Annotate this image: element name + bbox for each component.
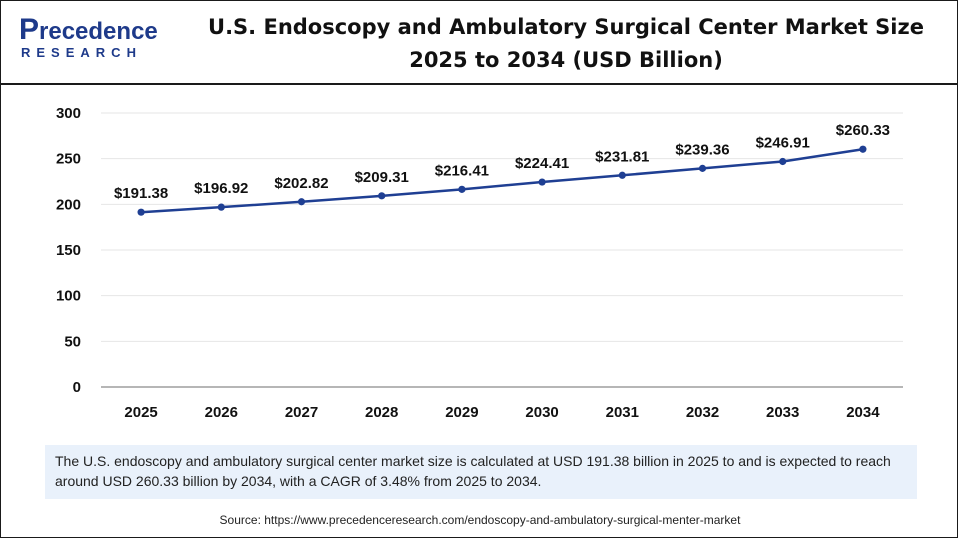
line-chart: 0 50 100 150 200 250 300 2025 2026 2027 2028 2029 20… xyxy=(56,105,903,421)
x-tick-label: 2031 xyxy=(606,404,639,421)
data-point xyxy=(859,145,867,153)
x-tick-label: 2028 xyxy=(365,404,398,421)
logo-name-rest: recedence xyxy=(39,18,158,45)
y-tick-label: 0 xyxy=(73,379,81,396)
data-label: $209.31 xyxy=(355,169,409,186)
x-tick-label: 2033 xyxy=(766,404,799,421)
source-citation: Source: https://www.precedenceresearch.c… xyxy=(219,513,741,527)
data-label: $224.41 xyxy=(515,155,569,172)
data-point xyxy=(137,208,145,216)
y-tick-label: 150 xyxy=(56,242,81,259)
header-divider xyxy=(1,83,957,85)
summary-note: The U.S. endoscopy and ambulatory surgic… xyxy=(45,445,917,499)
y-tick-label: 100 xyxy=(56,288,81,305)
data-label: $239.36 xyxy=(675,141,729,158)
logo-initial: P xyxy=(19,13,40,46)
data-label: $202.82 xyxy=(274,175,328,192)
data-point xyxy=(297,198,306,206)
x-tick-label: 2026 xyxy=(205,404,238,421)
data-label: $191.38 xyxy=(114,185,168,202)
data-point xyxy=(779,157,787,166)
x-tick-label: 2027 xyxy=(285,404,318,421)
y-tick-label: 50 xyxy=(64,333,81,350)
data-label: $260.33 xyxy=(836,122,890,139)
data-point xyxy=(698,164,707,172)
data-labels: $191.38 $196.92 $202.82 $209.31 $216.41 $224.… xyxy=(114,122,890,202)
logo-tagline: RESEARCH xyxy=(21,45,142,60)
gridlines xyxy=(101,112,903,342)
chart-title: U.S. Endoscopy and Ambulatory Surgical C… xyxy=(191,11,941,77)
axes: 0 50 100 150 200 250 300 2025 2026 2027 2028 2029 20… xyxy=(56,105,903,421)
data-point xyxy=(217,203,225,211)
x-tick-label: 2029 xyxy=(445,404,478,421)
x-tick-label: 2034 xyxy=(846,404,880,421)
data-point xyxy=(458,185,466,193)
x-tick-label: 2030 xyxy=(525,404,558,421)
data-point xyxy=(378,192,386,200)
x-tick-label: 2032 xyxy=(686,404,719,421)
data-label: $246.91 xyxy=(756,134,810,151)
data-label: $231.81 xyxy=(595,148,649,165)
data-series xyxy=(137,145,867,216)
x-tick-label: 2025 xyxy=(124,404,157,421)
y-tick-label: 200 xyxy=(56,196,81,213)
data-point xyxy=(538,178,546,186)
data-label: $196.92 xyxy=(194,180,248,197)
data-label: $216.41 xyxy=(435,162,489,179)
chart-title-line-2: 2025 to 2034 (USD Billion) xyxy=(409,48,723,72)
series-line xyxy=(141,147,864,214)
y-tick-label: 250 xyxy=(56,151,81,168)
chart-title-line-1: U.S. Endoscopy and Ambulatory Surgical C… xyxy=(208,15,924,39)
data-point xyxy=(618,171,626,179)
y-tick-label: 300 xyxy=(56,105,81,122)
